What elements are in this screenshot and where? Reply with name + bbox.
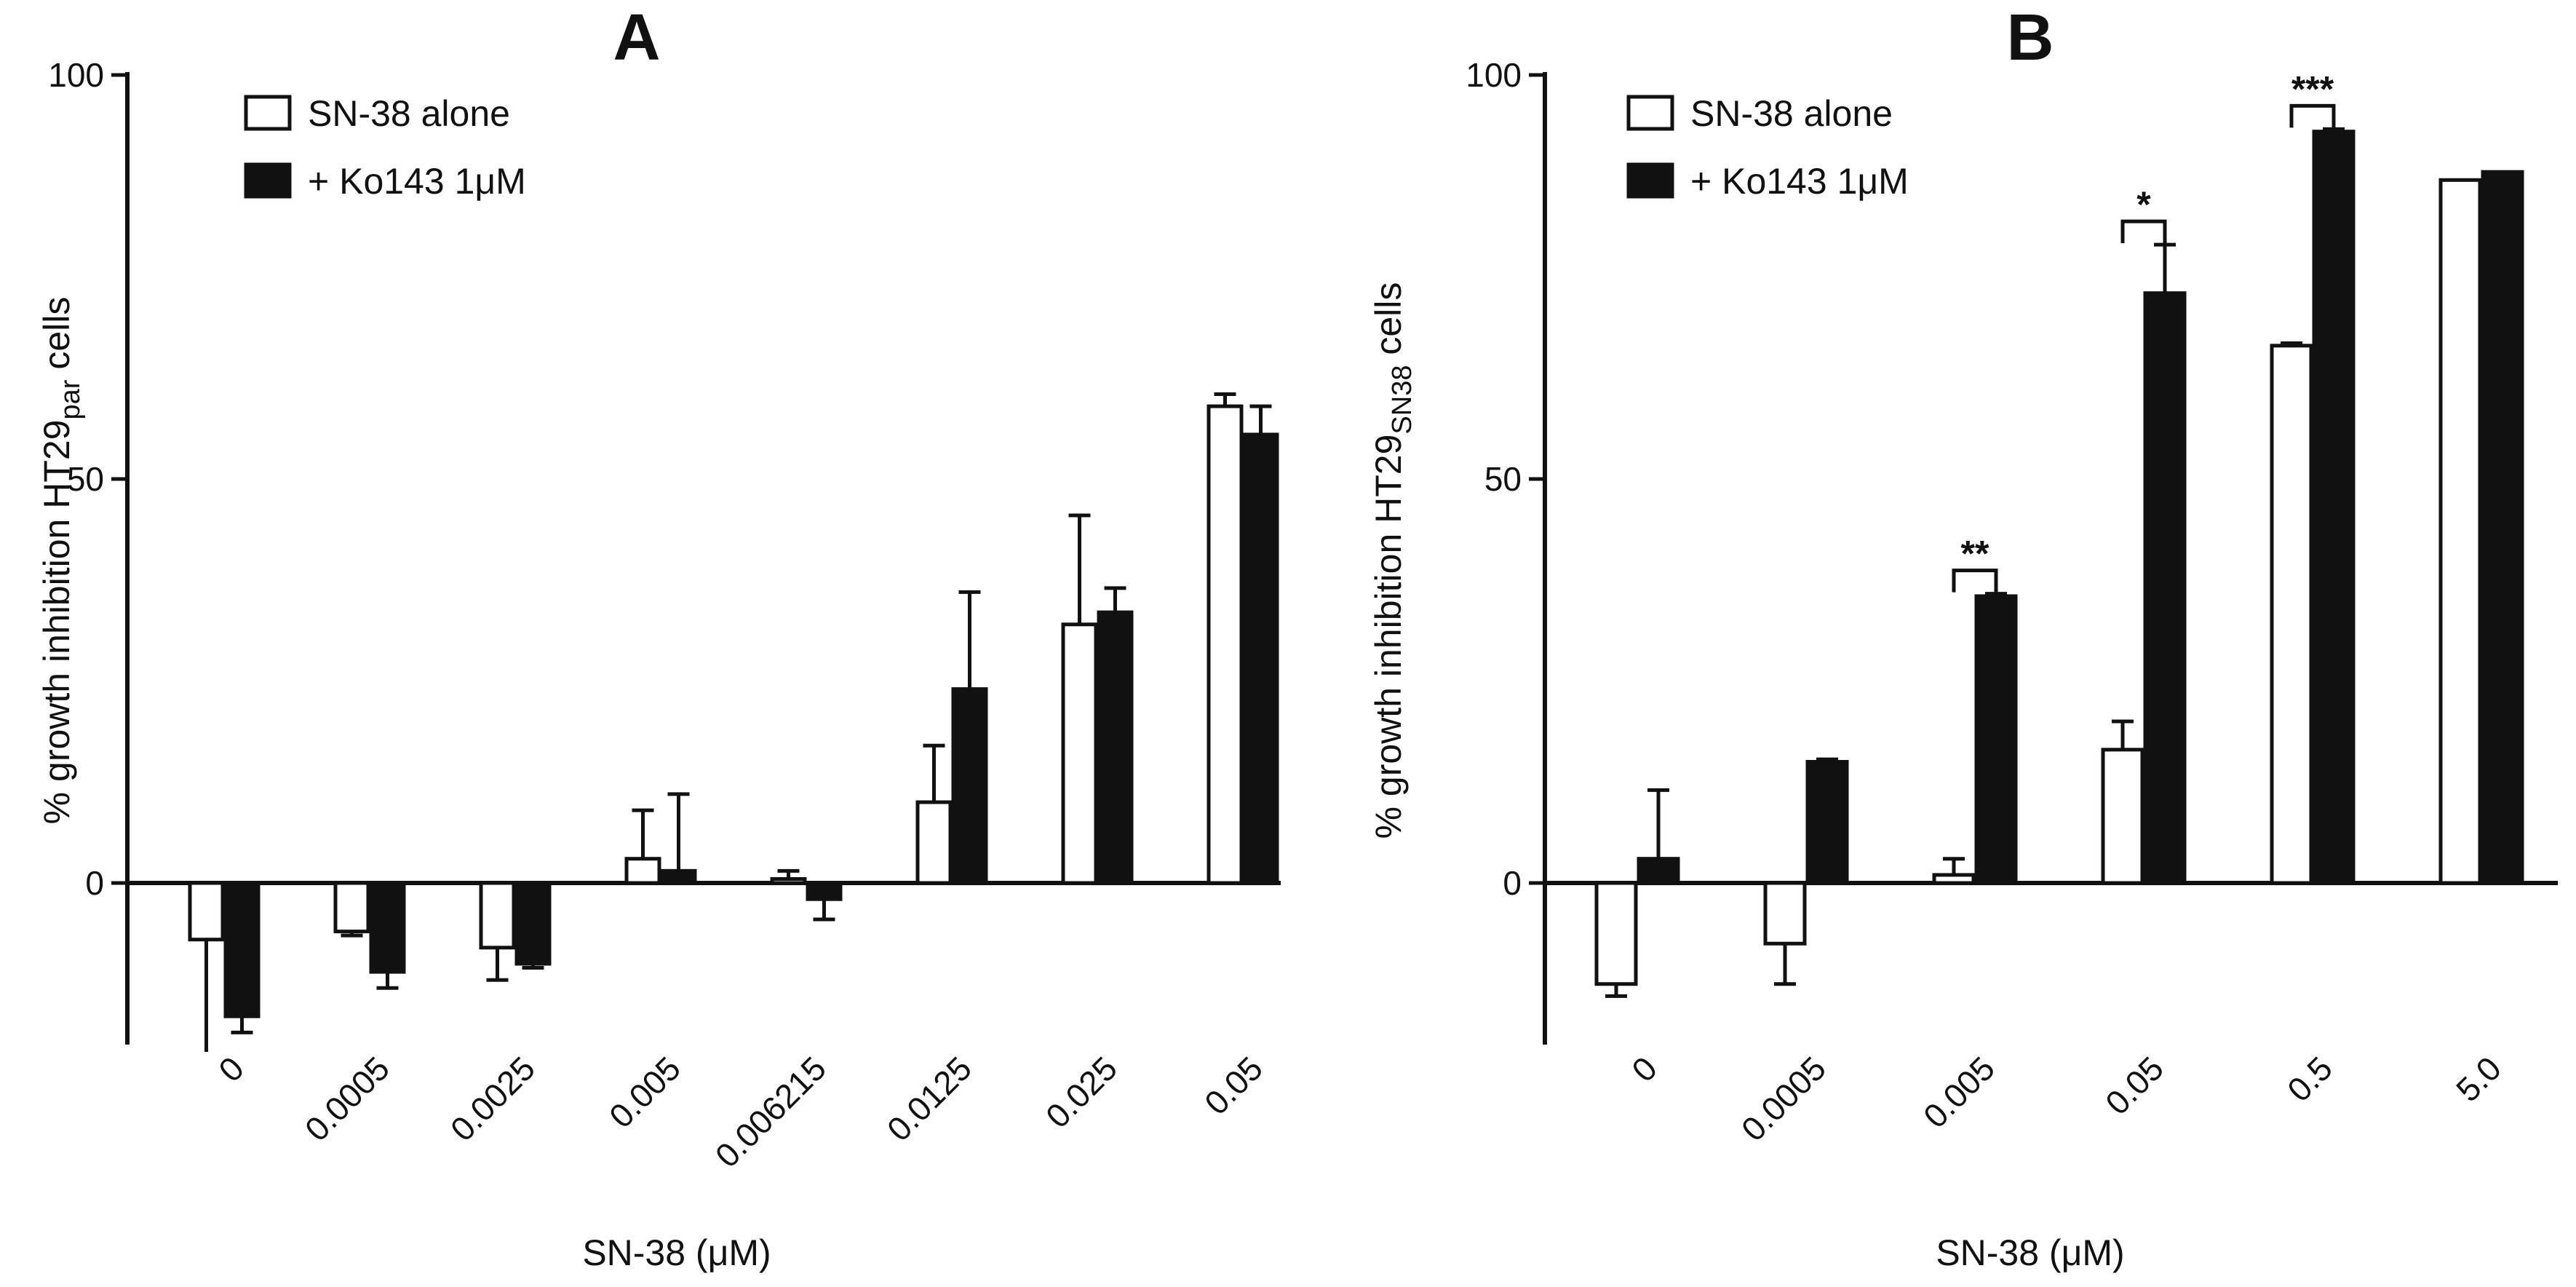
x-axis-title: SN-38 (μM) [1936,1232,2124,1273]
legend-label-ko143: + Ko143 1μM [308,161,526,202]
bar-sn38-alone-0.0005 [333,881,370,934]
y-tick-label: 100 [1466,56,1522,94]
legend-label-ko143: + Ko143 1μM [1690,161,1909,202]
x-tick-label: 5.0 [2449,1049,2508,1109]
x-tick-label: 0.0125 [880,1049,979,1148]
significance-stars: * [2136,184,2151,225]
x-tick-label: 0 [1624,1049,1664,1089]
bar-sn38-alone-0 [188,881,225,942]
legend-swatch-ko143 [244,162,292,199]
bar-ko143-0.05 [1242,432,1279,885]
y-tick-label: 100 [48,56,104,94]
x-tick-label: 0.005 [602,1049,688,1135]
x-tick-label: 0.05 [1197,1049,1270,1122]
panel-letter: A [613,1,661,74]
bar-ko143-0.0025 [514,881,552,966]
legend-label-sn38-alone: SN-38 alone [1690,93,1893,134]
legend: SN-38 alone + Ko143 1μM [244,93,526,202]
y-axis-title-subscript: SN38 [1387,365,1418,435]
legend-swatch-sn38-alone [1626,95,1674,131]
bar-ko143-0.05 [2143,291,2187,885]
x-tick-label: 0.006215 [708,1049,833,1174]
bar-ko143-0.005 [660,868,697,885]
bar-sn38-alone-0.05 [1206,404,1244,885]
bar-sn38-alone-0.0125 [915,800,953,885]
legend: SN-38 alone + Ko143 1μM [1626,93,1909,202]
bar-sn38-alone-0.005 [624,857,661,885]
bar-sn38-alone-0.005 [1932,873,1976,885]
bar-sn38-alone-5.0 [2438,178,2482,885]
bar-ko143-0.006215 [806,881,843,901]
bar-ko143-0 [223,881,261,1018]
bar-ko143-0.5 [2312,130,2356,885]
bar-ko143-0.0125 [951,687,988,885]
y-tick-label: 50 [1484,460,1522,498]
bar-sn38-alone-0.5 [2270,344,2313,885]
x-tick-label: 0.0005 [1734,1049,1833,1148]
significance-stars: ** [1961,534,1989,574]
bar-sn38-alone-0.0025 [479,881,516,950]
significance-stars: *** [2291,68,2334,109]
bar-ko143-0.0005 [1805,760,1849,885]
y-axis-title-suffix: cells [36,297,77,380]
x-tick-label: 0 [211,1049,251,1089]
panel-letter: B [2007,1,2054,74]
legend-swatch-sn38-alone [244,95,292,131]
y-tick-label: 50 [67,460,104,498]
y-axis-title: % growth inhibition HT29par cells [36,297,86,825]
y-axis-title-subscript: par [55,379,86,419]
bar-ko143-0.005 [1974,594,2018,885]
bar-sn38-alone-0.0005 [1763,881,1807,946]
y-axis-title-suffix: cells [1368,282,1409,365]
x-tick-label: 0.005 [1916,1049,2002,1135]
significance-bracket [2120,219,2167,244]
significance-bracket [2289,103,2336,128]
x-tick-label: 0.0005 [298,1049,397,1148]
bar-ko143-0 [1637,857,1680,885]
bar-ko143-0.0005 [369,881,406,974]
legend-label-sn38-alone: SN-38 alone [308,93,510,134]
significance-bracket [1952,569,1998,593]
panel-a-chart: 0 50 100 0 0.0005 0.0025 0.005 0.006215 0.0125 0.… [36,1,1281,1273]
bar-sn38-alone-0.05 [2101,748,2144,885]
bar-ko143-5.0 [2481,170,2524,885]
legend-swatch-ko143 [1626,162,1674,199]
x-tick-label: 0.025 [1038,1049,1124,1135]
bar-sn38-alone-0.025 [1061,622,1098,885]
x-tick-label: 0.0025 [443,1049,542,1148]
bar-ko143-0.025 [1097,610,1134,885]
x-axis-title: SN-38 (μM) [582,1232,771,1273]
x-tick-label: 0.05 [2098,1049,2171,1122]
x-tick-label: 0.5 [2280,1049,2340,1109]
y-axis-title-main: % growth inhibition HT29 [1368,435,1409,839]
y-axis-title: % growth inhibition HT29SN38 cells [1368,282,1418,839]
y-tick-label: 0 [1503,864,1522,902]
y-axis-title-main: % growth inhibition HT29 [36,420,77,825]
y-tick-label: 0 [85,864,104,902]
bar-sn38-alone-0 [1594,881,1638,986]
bar-sn38-alone-0.006215 [770,876,807,885]
